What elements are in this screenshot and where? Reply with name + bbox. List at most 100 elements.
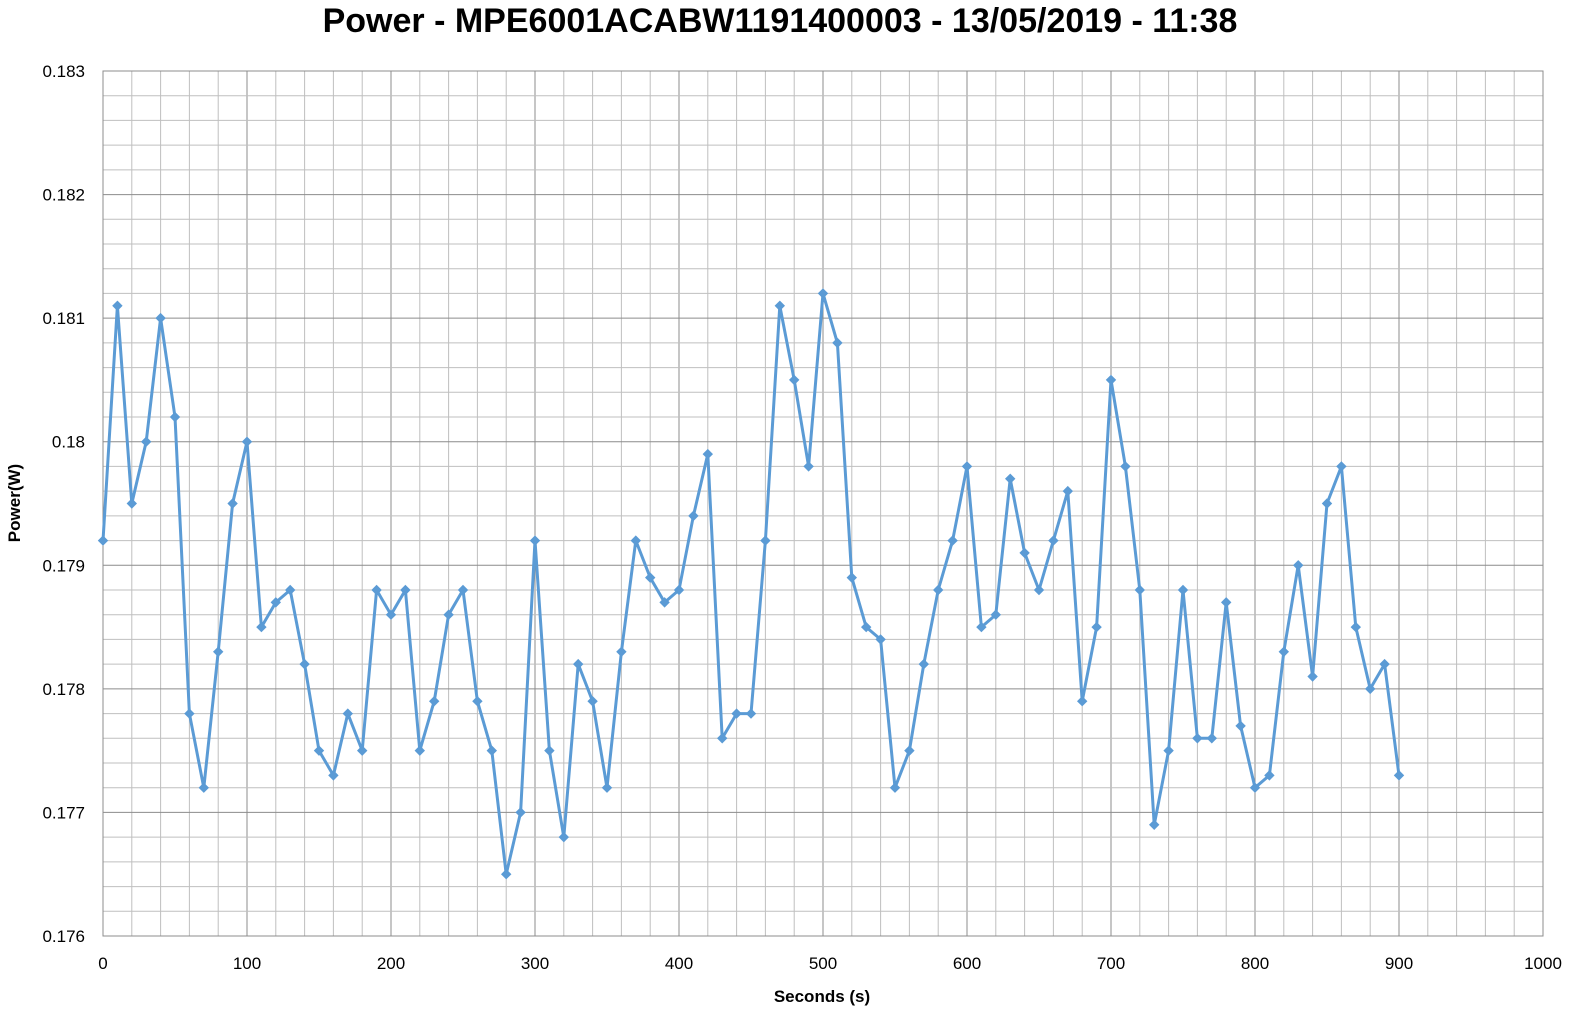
x-tick-label: 600 [953, 954, 981, 973]
data-point-marker [601, 782, 613, 793]
data-point-marker [472, 696, 483, 707]
data-point-marker [500, 869, 512, 880]
data-point-marker [659, 597, 670, 608]
data-point-marker [803, 461, 814, 472]
data-point-marker [328, 770, 339, 781]
y-tick-label: 0.181 [42, 309, 85, 328]
data-point-marker [256, 621, 267, 633]
data-point-marker [1048, 535, 1059, 546]
y-axis-label: Power(W) [5, 464, 24, 542]
data-point-marker [702, 448, 714, 460]
data-point-marker [212, 646, 224, 657]
data-point-marker [1278, 646, 1290, 657]
y-tick-label: 0.183 [42, 62, 85, 81]
data-point-marker [731, 708, 742, 719]
x-tick-label: 1000 [1524, 954, 1562, 973]
data-point-marker [947, 535, 958, 546]
data-point-marker [1163, 745, 1174, 756]
data-point-marker [1091, 621, 1102, 633]
data-point-marker [371, 584, 382, 596]
data-point-marker [817, 288, 829, 299]
data-point-marker [529, 535, 541, 546]
x-axis-ticks: 0 100 200 300 400 500 600 700 800 900 1000 [98, 954, 1562, 973]
data-point-marker [832, 337, 843, 349]
data-point-marker [875, 634, 886, 645]
series-line [101, 291, 1401, 876]
data-point-marker [299, 658, 310, 670]
data-point-marker [1249, 782, 1261, 793]
x-tick-label: 700 [1097, 954, 1125, 973]
data-point-marker [558, 831, 570, 843]
data-point-marker [716, 733, 728, 744]
data-point-marker [1336, 461, 1347, 472]
data-point-marker [774, 300, 786, 311]
data-point-marker [356, 745, 368, 756]
data-point-marker [990, 609, 1002, 620]
data-point-marker [457, 584, 469, 596]
data-point-marker [1321, 498, 1333, 509]
grid [103, 71, 1543, 936]
data-point-marker [284, 584, 296, 596]
series-power [97, 288, 1405, 880]
y-tick-label: 0.176 [42, 927, 85, 946]
data-point-marker [169, 411, 181, 423]
data-point-marker [1220, 597, 1232, 608]
data-point-marker [860, 621, 872, 633]
data-point-marker [630, 535, 642, 546]
x-tick-label: 100 [233, 954, 261, 973]
data-point-marker [198, 782, 210, 793]
data-point-marker [889, 782, 901, 793]
data-point-marker [486, 745, 498, 756]
data-point-marker [1379, 658, 1390, 670]
data-point-marker [846, 572, 858, 583]
data-point-marker [1264, 770, 1275, 781]
x-tick-label: 0 [98, 954, 107, 973]
data-point-marker [1292, 560, 1304, 571]
data-point-marker [1307, 671, 1318, 682]
data-point-marker [1364, 683, 1376, 695]
data-point-marker [1148, 819, 1160, 830]
data-point-marker [788, 374, 800, 386]
data-point-marker [1004, 473, 1016, 484]
data-point-marker [1235, 720, 1246, 732]
data-point-marker [227, 498, 238, 509]
x-tick-label: 800 [1241, 954, 1269, 973]
data-point-marker [443, 609, 454, 620]
data-point-marker [1393, 770, 1405, 781]
x-tick-label: 200 [377, 954, 405, 973]
data-point-marker [673, 584, 685, 596]
data-point-marker [976, 621, 987, 633]
x-tick-label: 900 [1385, 954, 1413, 973]
data-point-marker [414, 745, 426, 756]
data-point-marker [1192, 733, 1203, 744]
data-point-marker [616, 646, 627, 657]
data-point-marker [313, 745, 325, 756]
data-point-marker [644, 572, 656, 583]
y-tick-label: 0.182 [42, 186, 85, 205]
y-tick-label: 0.178 [42, 680, 85, 699]
data-point-marker [1033, 584, 1045, 596]
data-point-marker [918, 658, 930, 670]
data-point-marker [1076, 696, 1088, 707]
data-point-marker [126, 498, 138, 509]
chart-title: Power - MPE6001ACABW1191400003 - 13/05/2… [323, 2, 1238, 40]
data-point-marker [515, 807, 526, 818]
x-tick-label: 300 [521, 954, 549, 973]
data-point-marker [155, 312, 166, 324]
data-point-marker [140, 436, 152, 447]
data-point-marker [1206, 733, 1218, 744]
y-axis-ticks: 0.176 0.177 0.178 0.179 0.18 0.181 0.182 0.183 [42, 62, 85, 946]
data-point-marker [587, 696, 598, 707]
x-tick-label: 500 [809, 954, 837, 973]
data-point-marker [112, 300, 123, 311]
data-point-marker [904, 745, 915, 756]
x-tick-label: 400 [665, 954, 693, 973]
data-point-marker [1019, 547, 1030, 559]
data-point-marker [385, 609, 397, 620]
data-point-marker [428, 696, 440, 707]
data-point-marker [1062, 485, 1074, 497]
data-point-marker [342, 708, 354, 719]
y-tick-label: 0.179 [42, 556, 85, 575]
